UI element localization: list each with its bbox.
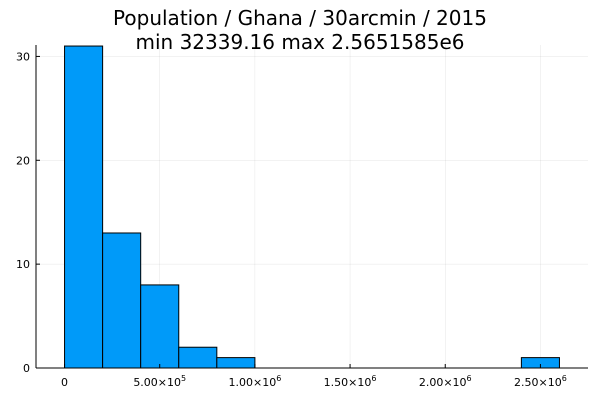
y-tick-label: 10 — [16, 258, 30, 271]
histogram-bar — [140, 284, 180, 369]
y-tick-label: 30 — [16, 50, 30, 63]
histogram-bar — [216, 357, 256, 369]
histogram-bar — [178, 346, 218, 369]
x-tick-label: 0 — [61, 376, 68, 389]
chart-title-line-1: Population / Ghana / 30arcmin / 2015 — [113, 6, 487, 30]
histogram-bars — [64, 45, 560, 369]
histogram-bar — [64, 45, 104, 369]
x-tick-label: 5.00×105 — [133, 374, 186, 389]
y-tick-label: 20 — [16, 154, 30, 167]
x-tick-label: 2.00×106 — [419, 374, 472, 389]
y-axis-ticks: 0 10 20 30 — [16, 50, 40, 375]
x-tick-label: 1.50×106 — [324, 374, 377, 389]
x-axis-ticks: 0 5.00×105 1.00×106 1.50×106 2.00×106 2.50×10… — [61, 364, 567, 389]
x-tick-label: 2.50×106 — [514, 374, 567, 389]
y-tick-label: 0 — [23, 362, 30, 375]
chart-title-line-2: min 32339.16 max 2.5651585e6 — [135, 30, 465, 54]
axes — [35, 45, 588, 369]
histogram-bar — [102, 232, 142, 369]
x-tick-label: 1.00×106 — [228, 374, 281, 389]
